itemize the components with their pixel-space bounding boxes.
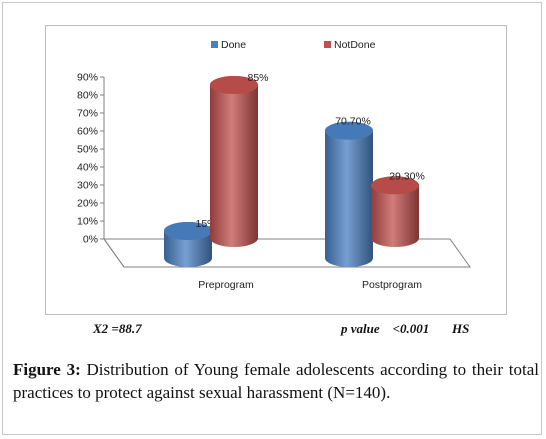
data-label-notdone-preprogram: 85%: [247, 72, 268, 84]
chi-square-value: X2 =88.7: [93, 321, 142, 336]
p-value-text: p value <0.001 HS: [341, 321, 470, 336]
figure-frame: Done NotDone 0% 10% 20% 30% 40% 50% 60% 70% 80% 90%…: [2, 2, 542, 435]
bar-top-done-postprogram: [325, 121, 373, 140]
chart-floor: [103, 238, 471, 268]
y-tick-label: 0%: [83, 234, 98, 246]
figure-label: Figure 3:: [13, 360, 81, 379]
bar-top-notdone-preprogram: [210, 76, 258, 94]
bar-top-done-preprogram: [164, 222, 212, 240]
bar-top-notdone-postprogram: [371, 176, 419, 195]
caption-text: Distribution of Young female adolescents…: [13, 360, 539, 402]
y-tick-label: 30%: [77, 180, 98, 192]
data-label-done-postprogram: 70.70%: [335, 116, 371, 128]
legend-label-done: Done: [221, 39, 246, 51]
y-tick-label: 50%: [77, 144, 98, 156]
statistics-row: X2 =88.7 p value <0.001 HS: [3, 321, 541, 341]
y-tick-label: 90%: [77, 72, 98, 84]
figure-caption: Figure 3: Distribution of Young female a…: [13, 358, 539, 404]
floor-left-edge: [103, 238, 125, 268]
legend-swatch-notdone: [324, 41, 331, 48]
y-tick-label: 80%: [77, 90, 98, 102]
y-tick-label: 70%: [77, 108, 98, 120]
y-tick-label: 20%: [77, 198, 98, 210]
bar-notdone-postprogram: [371, 176, 419, 247]
bar-notdone-preprogram: [210, 76, 258, 247]
legend-swatch-done: [211, 41, 218, 48]
x-category-label: Preprogram: [198, 279, 254, 291]
chart-area: Done NotDone 0% 10% 20% 30% 40% 50% 60% 70% 80% 90%…: [45, 25, 507, 315]
y-tick-label: 40%: [77, 162, 98, 174]
y-tick-label: 10%: [77, 216, 98, 228]
x-category-label: Postprogram: [362, 279, 422, 291]
legend-label-notdone: NotDone: [334, 39, 376, 51]
data-label-notdone-postprogram: 29.30%: [389, 170, 425, 182]
bar-done-postprogram: [325, 121, 373, 268]
y-tick-label: 60%: [77, 126, 98, 138]
bar-chart: Done NotDone 0% 10% 20% 30% 40% 50% 60% 70% 80% 90%…: [77, 39, 471, 291]
